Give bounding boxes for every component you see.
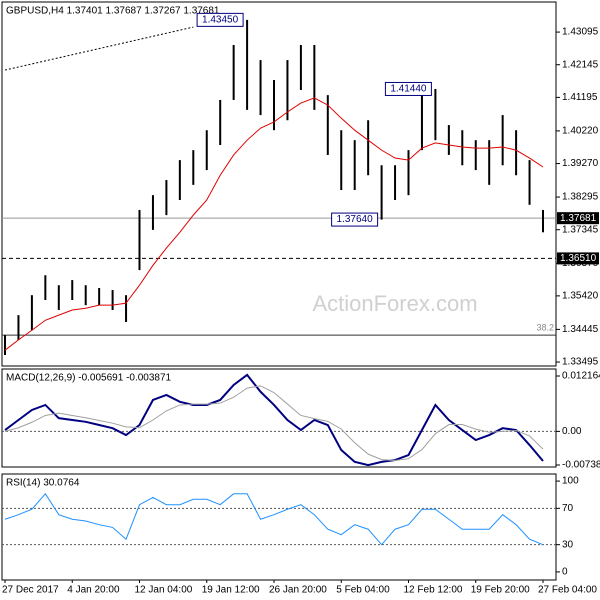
y-tick-label: 1.34445 bbox=[562, 324, 599, 335]
y-tick-label: 1.35420 bbox=[562, 291, 599, 302]
x-tick-label: 27 Dec 2017 bbox=[2, 585, 59, 596]
y-tick-label: 1.43095 bbox=[562, 27, 599, 38]
annotation-label: 1.41440 bbox=[390, 84, 427, 95]
panel-frame bbox=[1, 1, 557, 367]
annotation-label: 1.43450 bbox=[202, 15, 239, 26]
indicator-line bbox=[4, 492, 544, 546]
y-tick-label: 1.42145 bbox=[562, 59, 599, 70]
y-tick-label: 1.33495 bbox=[562, 357, 599, 368]
x-tick-label: 12 Jan 04:00 bbox=[135, 585, 193, 596]
panel-frame bbox=[1, 368, 557, 468]
y-tick-label: 100 bbox=[562, 476, 579, 487]
annotation-box bbox=[331, 212, 379, 227]
y-tick-label: -0.007384 bbox=[562, 460, 600, 471]
level-label: 38.2 bbox=[536, 322, 554, 332]
y-tick-label: 30 bbox=[562, 539, 574, 550]
x-tick-label: 19 Jan 12:00 bbox=[202, 585, 260, 596]
panel-frame bbox=[1, 473, 557, 581]
x-tick-label: 12 Feb 12:00 bbox=[404, 585, 463, 596]
level-label: 1.37681 bbox=[560, 213, 597, 224]
x-tick-label: 27 Feb 04:00 bbox=[538, 585, 597, 596]
level-box bbox=[557, 252, 599, 265]
y-tick-label: 1.41195 bbox=[562, 92, 598, 103]
trend-line bbox=[4, 26, 194, 71]
y-tick-label: 1.39270 bbox=[562, 158, 599, 169]
annotation-box bbox=[384, 81, 432, 96]
annotation-label: 1.37640 bbox=[337, 214, 374, 225]
watermark: ActionForex.com bbox=[312, 291, 477, 316]
x-tick-label: 26 Jan 20:00 bbox=[269, 585, 327, 596]
y-tick-label: 1.37345 bbox=[562, 224, 599, 235]
x-tick-label: 19 Feb 20:00 bbox=[471, 585, 530, 596]
y-tick-label: 1.38295 bbox=[562, 192, 599, 203]
level-label: 1.36510 bbox=[560, 253, 597, 264]
annotation-box bbox=[196, 12, 244, 27]
y-tick-label: 0.012164 bbox=[562, 371, 600, 382]
y-tick-label: 0 bbox=[562, 567, 568, 578]
y-tick-label: 70 bbox=[562, 503, 574, 514]
level-box bbox=[557, 212, 599, 225]
panel-title: MACD(12,26,9) -0.005691 -0.003871 bbox=[6, 373, 172, 384]
macd-line bbox=[4, 373, 544, 467]
panel-title: RSI(14) 30.0764 bbox=[6, 478, 80, 489]
indicator-line bbox=[4, 385, 544, 462]
x-tick-label: 5 Feb 04:00 bbox=[336, 585, 390, 596]
y-tick-label: 1.40220 bbox=[562, 126, 599, 137]
moving-average bbox=[4, 97, 544, 351]
y-tick-label: 0.00 bbox=[562, 426, 582, 437]
x-tick-label: 4 Jan 20:00 bbox=[67, 585, 120, 596]
panel-title: GBPUSD,H4 1.37401 1.37687 1.37267 1.3768… bbox=[6, 6, 220, 17]
